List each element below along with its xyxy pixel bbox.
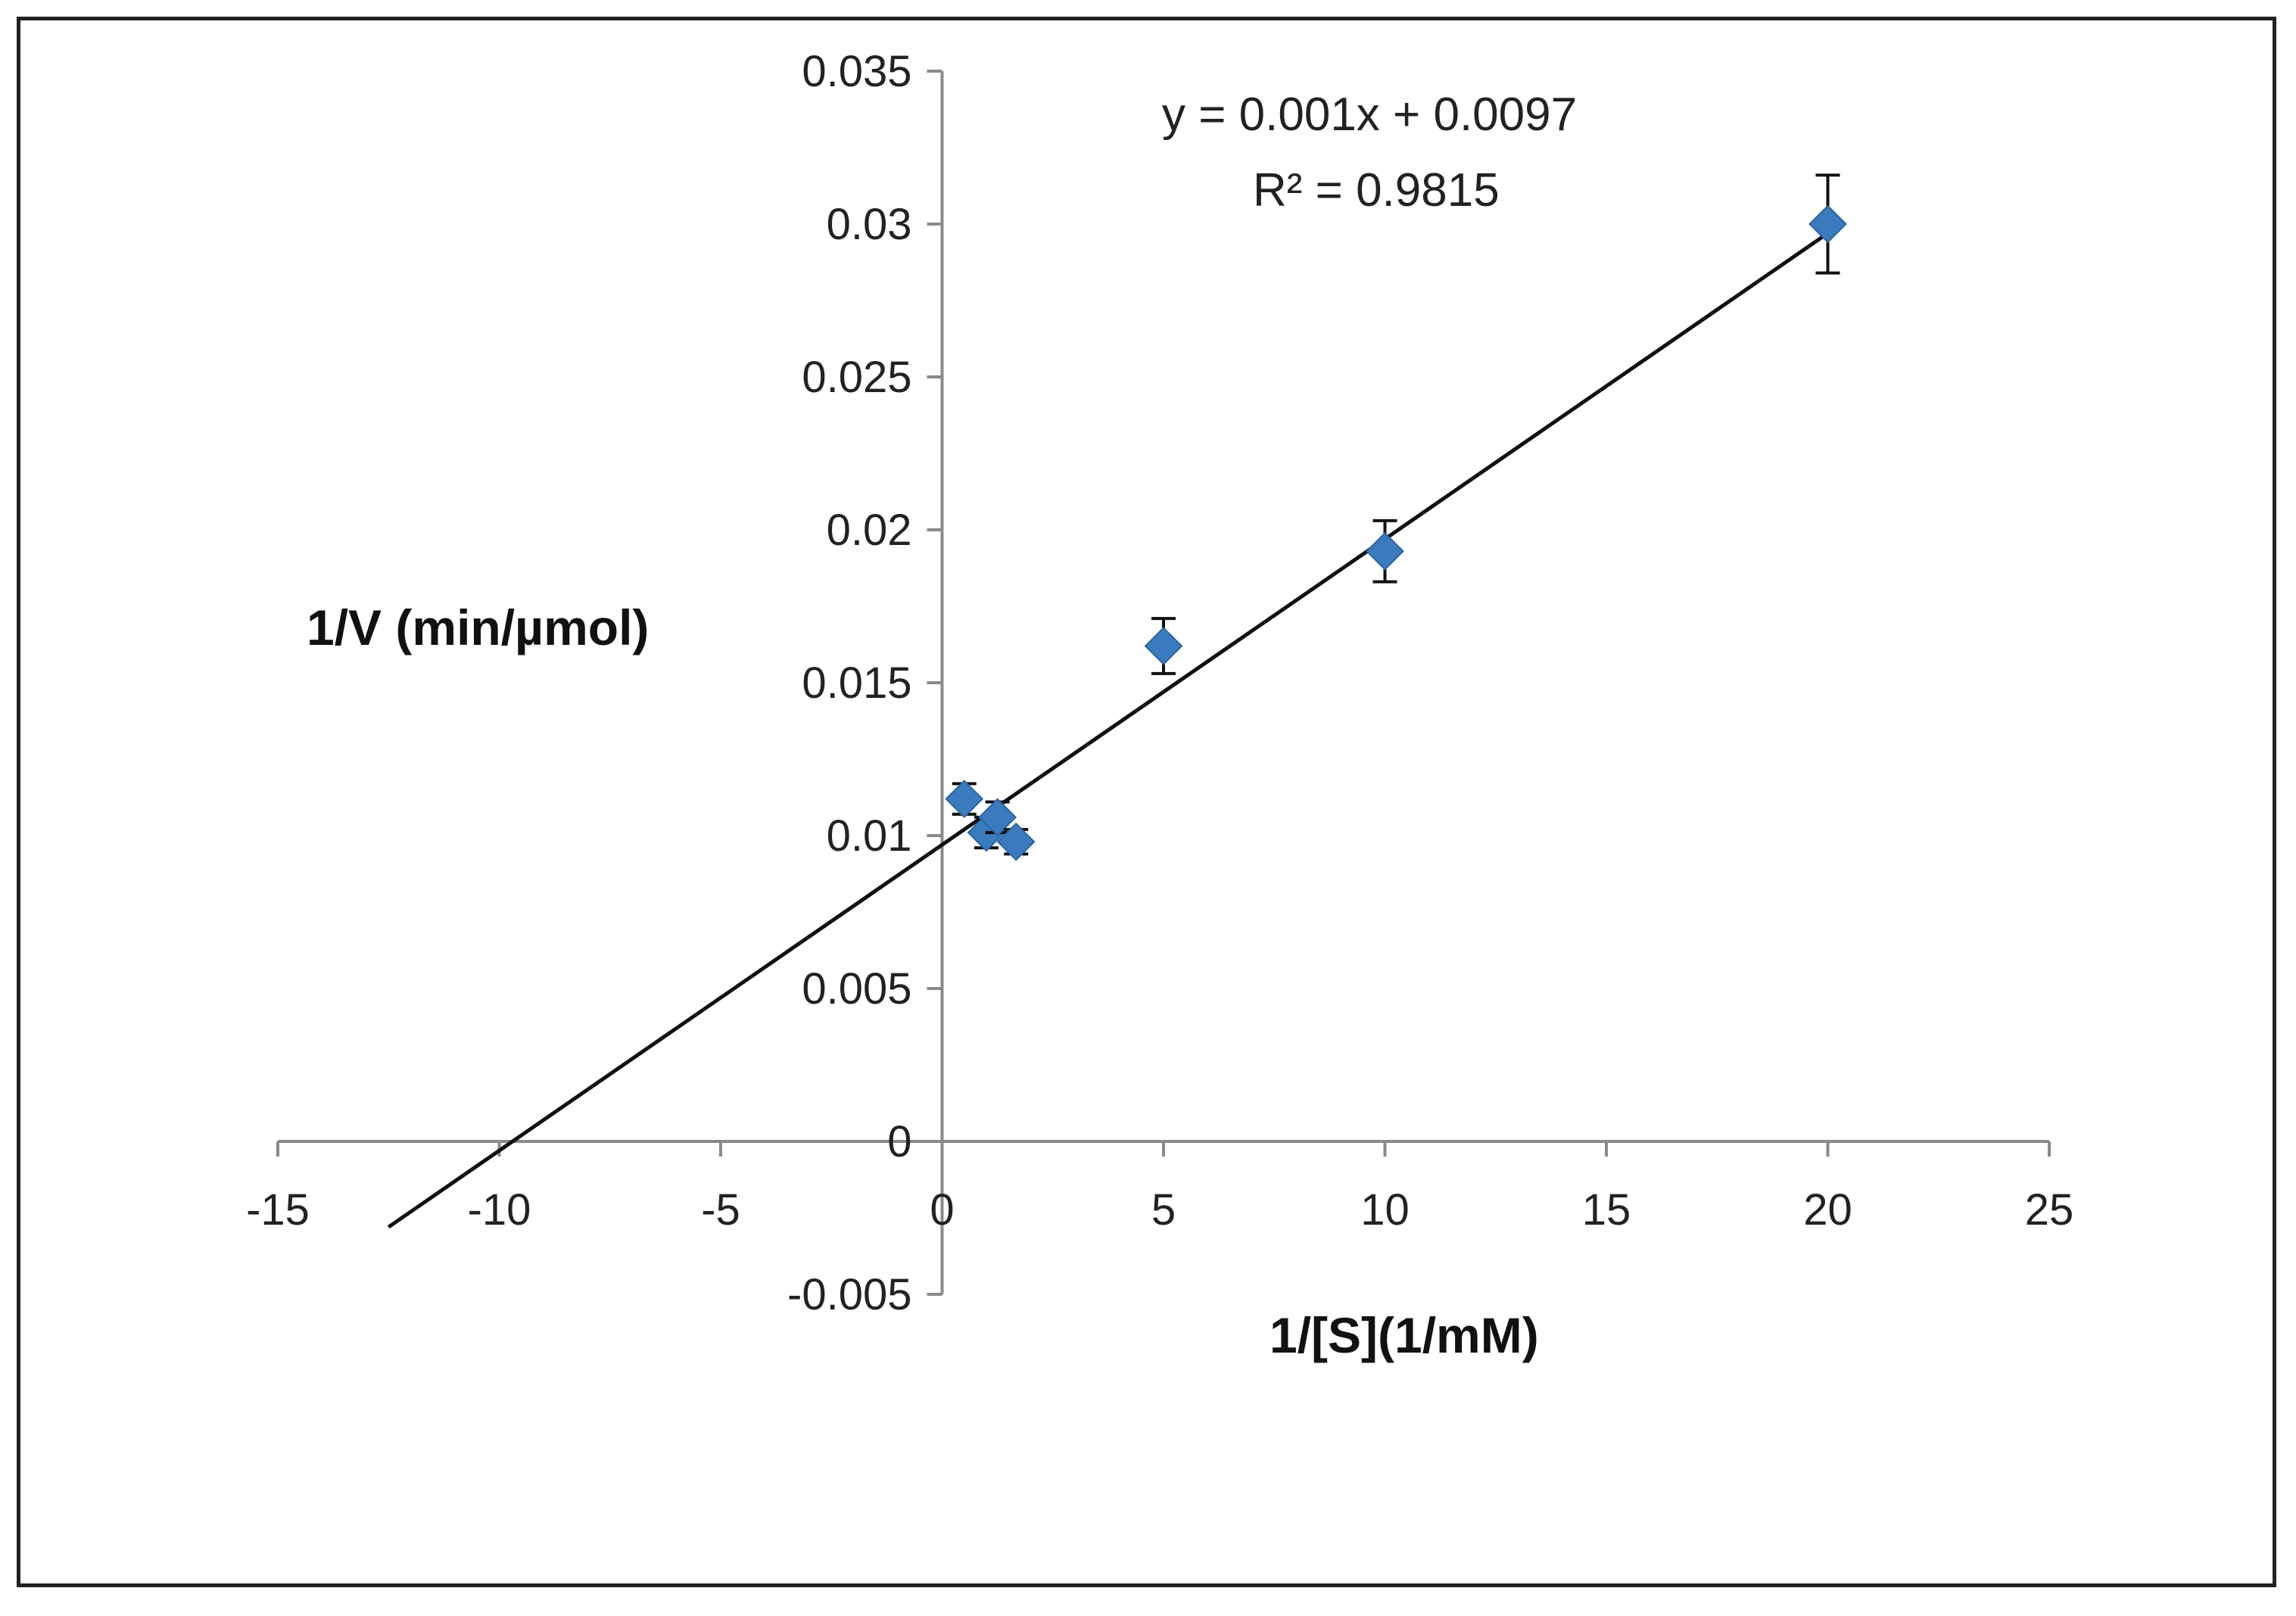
y-tick-label: -0.005 [787, 1270, 911, 1319]
data-points [945, 173, 1847, 861]
y-tick-label: 0.035 [802, 47, 911, 96]
data-point [1808, 204, 1847, 244]
x-tick-label: -15 [246, 1185, 310, 1235]
data-point [978, 798, 1017, 837]
y-tick-label: 0.02 [827, 506, 912, 555]
x-tick-label: 20 [1803, 1185, 1852, 1235]
x-axis-title: 1/[S](1/mM) [1269, 1307, 1539, 1363]
y-tick-label: 0.005 [802, 964, 911, 1014]
y-axis-title: 1/V (min/µmol) [307, 599, 649, 655]
x-tick-label: -5 [701, 1185, 740, 1235]
y-tick-label: 0.03 [827, 200, 912, 249]
data-point [945, 780, 984, 818]
x-tick-label: 0 [930, 1185, 954, 1235]
y-tick-label: 0 [887, 1117, 911, 1166]
data-point [996, 822, 1036, 861]
trendline-equation: y = 0.001x + 0.0097 [1162, 89, 1577, 141]
trendline-group [387, 232, 1829, 1229]
trendline [387, 232, 1829, 1229]
chart-frame: -15 -10 -5 0 5 10 15 20 25 -0.005 0 0.005 0.01 0.015 0… [17, 17, 2276, 1587]
y-tick-label: 0.025 [802, 353, 911, 402]
r-squared-label: R² = 0.9815 [1253, 164, 1500, 216]
labels: 1/V (min/µmol) 1/[S](1/mM) y = 0.001x + … [307, 89, 1577, 1363]
x-tick-label: -10 [468, 1185, 531, 1235]
axes: -15 -10 -5 0 5 10 15 20 25 -0.005 0 0.005 0.01 0.015 0… [246, 47, 2073, 1319]
y-tick-label: 0.015 [802, 659, 911, 708]
chart-plot: -15 -10 -5 0 5 10 15 20 25 -0.005 0 0.005 0.01 0.015 0… [246, 47, 2073, 1363]
y-tick-label: 0.01 [827, 811, 912, 861]
x-tick-label: 15 [1582, 1185, 1631, 1235]
x-tick-label: 5 [1151, 1185, 1176, 1235]
x-tick-label: 10 [1360, 1185, 1410, 1235]
data-point [1144, 627, 1183, 665]
x-tick-label: 25 [2025, 1185, 2074, 1235]
data-point [1366, 531, 1404, 571]
